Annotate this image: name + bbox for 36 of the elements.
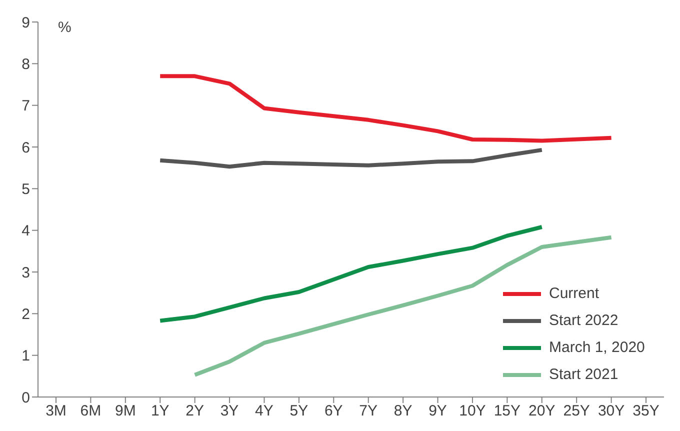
x-tick-label: 15Y <box>494 402 521 420</box>
x-tick-label: 30Y <box>598 402 625 420</box>
y-axis-title: % <box>58 19 72 36</box>
y-tick-label: 4 <box>22 222 30 240</box>
legend-label: Start 2021 <box>549 366 618 383</box>
x-tick-label: 4Y <box>255 402 274 420</box>
legend-label: Start 2022 <box>549 312 618 329</box>
y-tick-label: 1 <box>22 348 30 365</box>
line-series <box>158 74 614 143</box>
y-tick-label: 6 <box>22 139 30 156</box>
x-tick-label: 7Y <box>359 402 378 420</box>
y-tick-label: 5 <box>22 180 30 198</box>
x-tick-label: 6Y <box>324 402 343 420</box>
line-series <box>158 148 544 169</box>
x-tick-label: 5Y <box>290 402 308 420</box>
x-tick-label: 25Y <box>563 402 590 420</box>
legend-label: March 1, 2020 <box>549 339 645 356</box>
y-tick-label: 3 <box>22 264 30 282</box>
x-tick-label: 1Y <box>150 402 170 420</box>
y-tick-label: 7 <box>22 98 30 115</box>
legend-label: Current <box>549 285 600 302</box>
x-tick-label: 10Y <box>459 402 486 420</box>
x-tick-label: 8Y <box>394 402 412 420</box>
x-tick-label: 9Y <box>428 402 447 420</box>
x-tick-label: 2Y <box>186 402 204 420</box>
line-series <box>158 225 544 323</box>
x-tick-label: 35Y <box>632 402 660 420</box>
y-tick-label: 2 <box>22 306 30 323</box>
x-tick-label: 9M <box>114 402 136 420</box>
y-tick-label: 0 <box>22 389 30 406</box>
y-tick-label: 8 <box>22 56 30 73</box>
x-tick-label: 20Y <box>528 402 556 420</box>
y-tick-label: 9 <box>22 14 30 32</box>
x-tick-label: 3Y <box>220 402 239 420</box>
x-tick-label: 6M <box>80 402 102 420</box>
x-tick-label: 3M <box>46 402 66 420</box>
